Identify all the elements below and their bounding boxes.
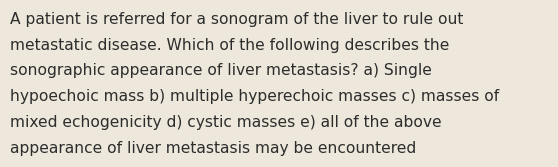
Text: sonographic appearance of liver metastasis? a) Single: sonographic appearance of liver metastas…: [10, 63, 432, 78]
Text: mixed echogenicity d) cystic masses e) all of the above: mixed echogenicity d) cystic masses e) a…: [10, 115, 442, 130]
Text: hypoechoic mass b) multiple hyperechoic masses c) masses of: hypoechoic mass b) multiple hyperechoic …: [10, 89, 499, 104]
Text: A patient is referred for a sonogram of the liver to rule out: A patient is referred for a sonogram of …: [10, 12, 463, 27]
Text: metastatic disease. Which of the following describes the: metastatic disease. Which of the followi…: [10, 38, 449, 53]
Text: appearance of liver metastasis may be encountered: appearance of liver metastasis may be en…: [10, 141, 416, 156]
